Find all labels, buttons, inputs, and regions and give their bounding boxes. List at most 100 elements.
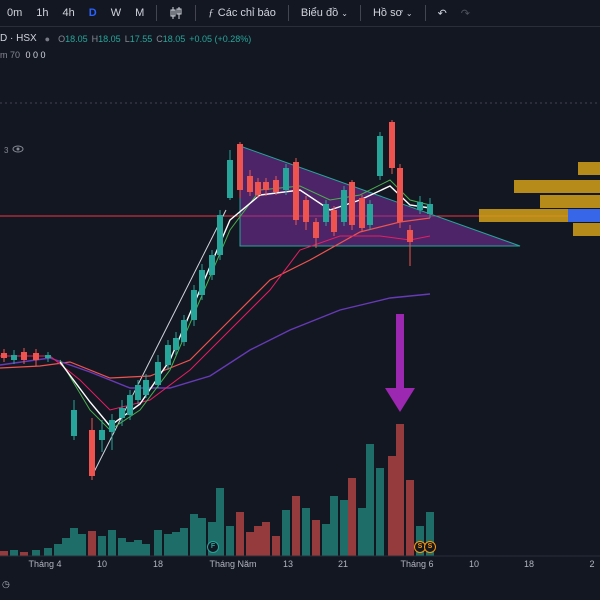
- candle-body: [99, 430, 105, 440]
- volume-bar: [180, 528, 188, 556]
- close-label: C: [156, 33, 163, 44]
- event-marker-f[interactable]: F: [207, 541, 219, 553]
- volume-bar: [348, 478, 356, 556]
- volume-bar: [246, 532, 254, 556]
- interval-m[interactable]: M: [135, 7, 145, 19]
- candle-body: [237, 144, 243, 190]
- time-label: 10: [468, 559, 480, 569]
- toolbar-divider: [156, 5, 158, 21]
- volume-bar: [358, 508, 366, 556]
- interval-4h[interactable]: 4h: [62, 7, 75, 19]
- candle-body: [377, 136, 383, 176]
- volume-bar: [282, 510, 290, 556]
- undo-icon[interactable]: ↶: [437, 7, 447, 20]
- candle-body: [283, 168, 289, 190]
- candle-body: [135, 385, 141, 400]
- candle-body: [11, 355, 17, 360]
- time-label: 18: [523, 559, 535, 569]
- indicator-legend: m 70 0 0 0: [0, 50, 46, 60]
- toolbar-divider: [195, 5, 197, 21]
- candle-body: [119, 408, 125, 418]
- candle-body: [227, 160, 233, 198]
- interval-1h[interactable]: 1h: [36, 7, 49, 19]
- ma-pink-line: [0, 235, 431, 411]
- chart-type-button[interactable]: Biểu đồ ⌄: [294, 7, 355, 19]
- volume-bar: [262, 522, 270, 556]
- indicator-name[interactable]: m 70: [0, 50, 21, 60]
- change-value: +0.05 (+0.28%): [189, 33, 252, 44]
- candle-body: [45, 355, 51, 358]
- volume-bar: [88, 531, 96, 556]
- volume-profile-bar: [573, 223, 600, 236]
- time-label: 18: [152, 559, 164, 569]
- candle-body: [407, 230, 413, 242]
- candle-body: [359, 198, 365, 228]
- open-value: 18.05: [65, 33, 88, 44]
- candle-body: [263, 182, 269, 190]
- volume-bar: [426, 512, 434, 556]
- dot-icon: ●: [44, 33, 51, 44]
- candle-body: [217, 215, 223, 255]
- volume-bar: [208, 522, 216, 556]
- candle-body: [323, 204, 329, 222]
- drawing-legend: 3: [4, 145, 24, 155]
- volume-bar: [172, 532, 180, 556]
- candle-body: [331, 210, 337, 232]
- volume-profile-poc: [568, 209, 600, 222]
- volume-profile: [479, 162, 600, 236]
- volume-profile-bar: [514, 180, 600, 193]
- volume-bar: [54, 544, 62, 556]
- volume-bar: [142, 544, 150, 556]
- ohlc-legend: D · HSX ● O18.05 H18.05 L17.55 C18.05 +0…: [0, 33, 251, 44]
- volume-bar: [330, 496, 338, 556]
- volume-bar: [272, 536, 280, 556]
- volume-bar: [108, 530, 116, 556]
- redo-icon[interactable]: ↷: [460, 7, 471, 20]
- low-value: 17.55: [129, 33, 153, 44]
- indicators-button[interactable]: ƒ Các chỉ báo: [201, 7, 283, 19]
- close-value: 18.05: [162, 33, 186, 44]
- volume-bar: [20, 552, 28, 556]
- volume-bar: [44, 548, 52, 556]
- chevron-down-icon: ⌄: [341, 9, 348, 18]
- profile-button[interactable]: Hồ sơ ⌄: [366, 7, 420, 19]
- chart-corner-label: ◷: [2, 579, 10, 589]
- volume-bar: [406, 480, 414, 556]
- volume-bar: [62, 538, 70, 556]
- candles: [1, 120, 433, 480]
- candle-body: [33, 353, 39, 360]
- event-marker-s[interactable]: S: [424, 541, 436, 553]
- candle-body: [247, 176, 253, 192]
- time-label: 13: [282, 559, 294, 569]
- interval-w[interactable]: W: [110, 7, 122, 19]
- time-label: 10: [96, 559, 108, 569]
- volume-bar: [10, 550, 18, 556]
- indicators-label: Các chỉ báo: [217, 7, 276, 19]
- candle-body: [313, 222, 319, 238]
- chart-type-label: Biểu đồ: [300, 7, 339, 19]
- volume-bars: [0, 424, 434, 556]
- volume-bar: [164, 534, 172, 556]
- volume-bar: [396, 424, 404, 556]
- candle-body: [417, 202, 423, 210]
- volume-bar: [302, 508, 310, 556]
- time-label: Tháng 4: [28, 559, 62, 569]
- high-value: 18.05: [98, 33, 121, 44]
- eye-icon[interactable]: [12, 145, 24, 155]
- candle-body: [367, 204, 373, 225]
- volume-bar: [292, 496, 300, 556]
- time-label: Tháng 6: [400, 559, 434, 569]
- volume-bar: [226, 526, 234, 556]
- interval-d[interactable]: D: [88, 7, 97, 19]
- candle-body: [1, 353, 7, 358]
- candle-body: [293, 162, 299, 220]
- volume-bar: [366, 444, 374, 556]
- chevron-down-icon: ⌄: [405, 9, 413, 18]
- volume-bar: [254, 526, 262, 556]
- symbol-label[interactable]: D · HSX: [0, 33, 37, 44]
- candles-icon[interactable]: [162, 6, 190, 20]
- candle-body: [397, 168, 403, 222]
- candle-body: [89, 430, 95, 476]
- interval-0m[interactable]: 0m: [7, 7, 23, 19]
